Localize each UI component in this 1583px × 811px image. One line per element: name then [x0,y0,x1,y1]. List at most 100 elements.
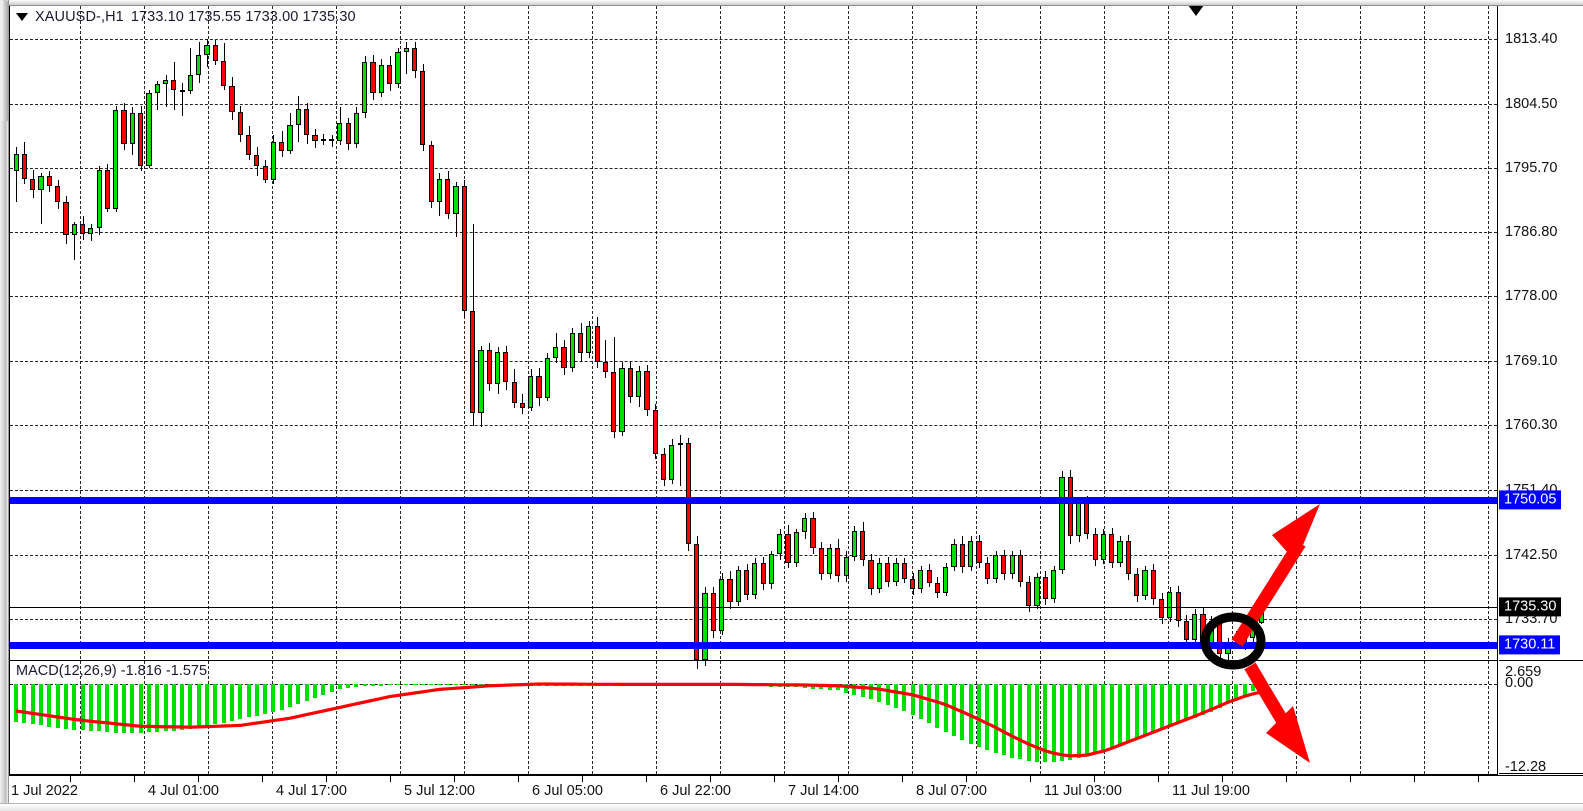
time-axis-label: 5 Jul 12:00 [404,783,475,799]
macd-histogram-bar [246,684,251,718]
time-axis-tick [1030,776,1031,782]
time-axis-tick [262,776,263,782]
candle-bullish [287,124,293,151]
candle-bullish [752,562,758,595]
macd-histogram-bar [1109,684,1114,748]
time-axis-tick [70,776,71,782]
time-axis-tick [582,776,583,782]
candle-bullish [636,370,642,397]
candle-bearish [611,372,617,432]
candle-bearish [627,367,633,397]
macd-histogram-bar [852,684,857,695]
vertical-scrollbar[interactable] [0,0,9,803]
time-axis-label: 1 Jul 2022 [11,783,78,799]
candle-bearish [171,79,177,90]
scrollbar-thumb[interactable] [1,1,8,121]
macd-histogram-bar [420,684,425,685]
toolbar-strip [9,0,1583,6]
chart-plot-area[interactable]: MACD(12,26,9) -1.816 -1.575 XAUUSD-,H1 1… [9,6,1498,775]
macd-histogram-bar [205,684,210,726]
price-axis-tick: 1795.70 [1505,159,1558,176]
candle-bearish [63,201,69,236]
candle-bullish [876,562,882,589]
candle-bearish [279,142,285,151]
candle-bearish [55,185,61,202]
candle-bearish [1092,533,1098,560]
status-strip [0,803,1583,811]
time-axis-tick [902,776,903,782]
macd-histogram-bar [254,684,259,716]
macd-histogram-bar [1026,684,1031,761]
candle-bullish [146,92,152,166]
time-axis-tick [1158,776,1159,782]
triangle-down-icon[interactable] [16,13,28,21]
candle-bearish [179,89,185,92]
macd-histogram-bar [1217,684,1222,708]
candle-wick [406,41,408,74]
candle-bullish [968,540,974,567]
macd-histogram-bar [952,684,957,737]
candle-bearish [602,361,609,373]
macd-histogram-bar [404,684,409,686]
candle-bullish [113,110,119,210]
candle-bullish [1059,476,1065,570]
macd-histogram-bar [14,684,19,722]
candle-bearish [835,548,841,576]
candle-bearish [1183,620,1190,640]
time-axis-tick [1414,776,1415,782]
macd-histogram-bar [155,684,160,732]
candle-bullish [1009,555,1015,575]
macd-histogram-bar [1159,684,1164,729]
time-axis-tick [646,776,647,782]
candle-bullish [1142,569,1148,597]
macd-histogram-bar [454,684,459,686]
candle-bearish [536,376,542,399]
support-level-line[interactable] [10,641,1497,649]
macd-histogram-bar [263,684,268,714]
candle-bearish [445,178,451,214]
axis-separator [1499,660,1583,661]
candle-bearish [1001,555,1007,575]
candle-wick [165,75,167,108]
macd-histogram-bar [1051,684,1056,762]
candle-bearish [652,409,658,454]
candle-bullish [719,578,725,631]
macd-histogram-bar [321,684,326,696]
macd-histogram-bar [1234,684,1239,699]
time-axis[interactable]: 1 Jul 2022 4 Jul 01:00 4 Jul 17:00 5 Jul 12… [9,775,1583,803]
candle-bullish [362,62,368,114]
last-price-badge[interactable]: 1735.30 [1499,597,1562,617]
candle-bullish [843,556,849,576]
candle-bearish [370,62,376,93]
candle-bullish [395,52,401,85]
macd-histogram-bar [976,684,981,748]
level-price-badge[interactable]: 1750.05 [1499,490,1562,510]
candle-bullish [337,123,343,141]
price-axis[interactable]: 1813.40 1804.50 1795.70 1786.80 1778.00 1769.… [1499,6,1583,775]
candle-bearish [237,111,243,135]
macd-histogram-bar [105,684,110,732]
macd-histogram-bar [163,684,168,732]
level-price-badge[interactable]: 1730.11 [1499,635,1561,655]
macd-histogram-bar [279,684,284,710]
resistance-level-line[interactable] [10,496,1497,504]
macd-histogram-bar [180,684,185,731]
candle-bearish [1200,613,1206,643]
candle-bearish [577,332,584,354]
candle-bearish [984,562,990,579]
candle-wick [74,222,76,261]
candle-bullish [162,79,169,85]
candle-bullish [851,530,858,557]
time-axis-tick [326,776,327,782]
candle-bullish [295,108,301,125]
candle-bearish [660,453,667,480]
candle-bearish [79,223,86,234]
price-axis-tick: 1742.50 [1505,546,1558,563]
candle-wick [680,434,682,486]
macd-histogram-bar [1035,684,1040,762]
macd-histogram-bar [1184,684,1189,721]
macd-axis-tick: 2.659 [1505,664,1542,680]
macd-histogram-bar [1192,684,1197,718]
candle-bearish [486,350,492,384]
candle-bearish [1026,581,1032,607]
